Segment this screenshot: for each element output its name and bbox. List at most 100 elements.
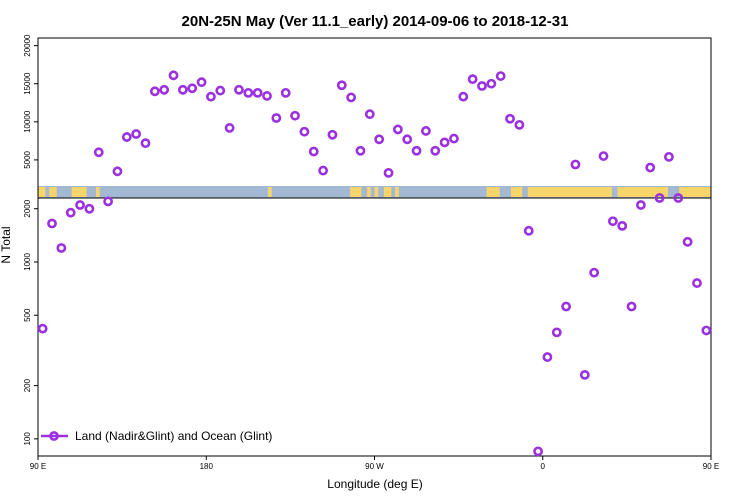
data-point xyxy=(355,145,366,156)
y-axis-lower: 100 200 500 1000 2000 xyxy=(23,199,38,446)
land-segment xyxy=(383,187,392,197)
data-point xyxy=(187,83,198,94)
data-point xyxy=(421,126,431,136)
data-point xyxy=(664,151,674,162)
land-segment xyxy=(49,187,57,197)
x-tick-label: 180 xyxy=(200,462,214,471)
land-segment xyxy=(71,187,87,197)
y-tick-label: 200 xyxy=(23,378,32,392)
data-point xyxy=(477,81,487,91)
data-point xyxy=(467,74,478,85)
land-segment xyxy=(486,187,500,197)
data-point xyxy=(579,369,590,380)
data-point xyxy=(327,129,338,140)
data-point xyxy=(37,323,48,334)
data-point xyxy=(271,113,282,123)
data-point xyxy=(149,86,160,97)
land-segment xyxy=(95,187,100,197)
data-point xyxy=(177,84,188,95)
data-point xyxy=(673,193,684,203)
data-point xyxy=(196,77,207,88)
data-point xyxy=(56,243,67,253)
chart-title: 20N-25N May (Ver 11.1_early) 2014-09-06 … xyxy=(182,13,569,30)
y-tick-label: 2000 xyxy=(23,199,32,217)
y-tick-label: 20000 xyxy=(23,34,32,57)
data-point xyxy=(299,126,310,137)
data-point xyxy=(533,446,543,457)
land-segment xyxy=(350,187,362,197)
data-point xyxy=(65,207,76,218)
data-point xyxy=(645,162,656,173)
data-point xyxy=(308,146,319,157)
land-segment xyxy=(367,187,371,197)
data-point xyxy=(112,166,123,177)
data-point xyxy=(93,147,104,158)
data-point xyxy=(635,200,646,210)
data-point xyxy=(542,352,553,362)
data-point xyxy=(140,138,151,149)
x-tick-label: 0 xyxy=(541,462,546,471)
data-point xyxy=(486,78,497,89)
data-point xyxy=(561,301,572,312)
data-point xyxy=(364,109,375,120)
data-point xyxy=(336,80,347,91)
data-point xyxy=(505,113,515,124)
y-axis-upper: 5000 10000 15000 20000 xyxy=(23,34,38,169)
data-point xyxy=(458,91,469,102)
data-point xyxy=(654,193,665,203)
data-point xyxy=(430,145,441,156)
data-point xyxy=(374,134,385,145)
y-tick-label: 10000 xyxy=(23,110,32,133)
data-point xyxy=(234,84,244,95)
data-point xyxy=(701,325,712,336)
data-point xyxy=(551,327,562,338)
data-point xyxy=(243,87,254,98)
land-segment xyxy=(617,187,669,197)
data-point xyxy=(439,137,450,148)
data-point xyxy=(570,159,581,170)
x-tick-label: 90 E xyxy=(703,462,719,471)
data-point xyxy=(75,200,85,210)
y-tick-label: 500 xyxy=(23,308,32,322)
data-point xyxy=(383,167,394,178)
data-point xyxy=(523,225,534,236)
y-tick-label: 100 xyxy=(23,432,32,446)
data-point xyxy=(682,236,693,247)
y-tick-label: 1000 xyxy=(23,253,32,271)
data-point xyxy=(589,267,600,278)
data-point xyxy=(262,91,272,101)
y-tick-label: 15000 xyxy=(23,72,32,95)
data-point xyxy=(290,110,300,121)
data-point xyxy=(103,196,114,207)
land-segment xyxy=(679,187,711,197)
data-point xyxy=(392,124,403,135)
y-tick-label: 5000 xyxy=(23,150,32,168)
data-point xyxy=(626,301,637,312)
land-segment xyxy=(395,187,399,197)
data-point xyxy=(402,134,413,145)
data-point xyxy=(168,70,179,81)
data-point xyxy=(47,218,57,229)
data-point xyxy=(215,85,226,96)
data-point xyxy=(692,278,702,288)
data-point xyxy=(495,71,506,81)
data-point xyxy=(280,87,291,98)
data-point xyxy=(514,119,525,130)
land-segment xyxy=(38,187,46,197)
land-ocean-strip xyxy=(38,186,711,198)
data-point xyxy=(159,84,170,95)
data-point xyxy=(346,92,357,103)
data-point xyxy=(121,132,132,142)
legend-label: Land (Nadir&Glint) and Ocean (Glint) xyxy=(75,429,272,443)
land-segment xyxy=(267,187,272,197)
data-point xyxy=(84,203,95,214)
land-segment xyxy=(374,187,379,197)
x-axis: 90 E 180 90 W 0 90 E xyxy=(30,456,719,471)
legend-marker xyxy=(49,431,59,441)
data-point xyxy=(598,151,609,161)
series-land-ocean xyxy=(37,70,712,457)
land-segment xyxy=(510,187,523,197)
legend: Land (Nadir&Glint) and Ocean (Glint) xyxy=(41,429,272,443)
x-axis-label: Longitude (deg E) xyxy=(327,477,422,491)
